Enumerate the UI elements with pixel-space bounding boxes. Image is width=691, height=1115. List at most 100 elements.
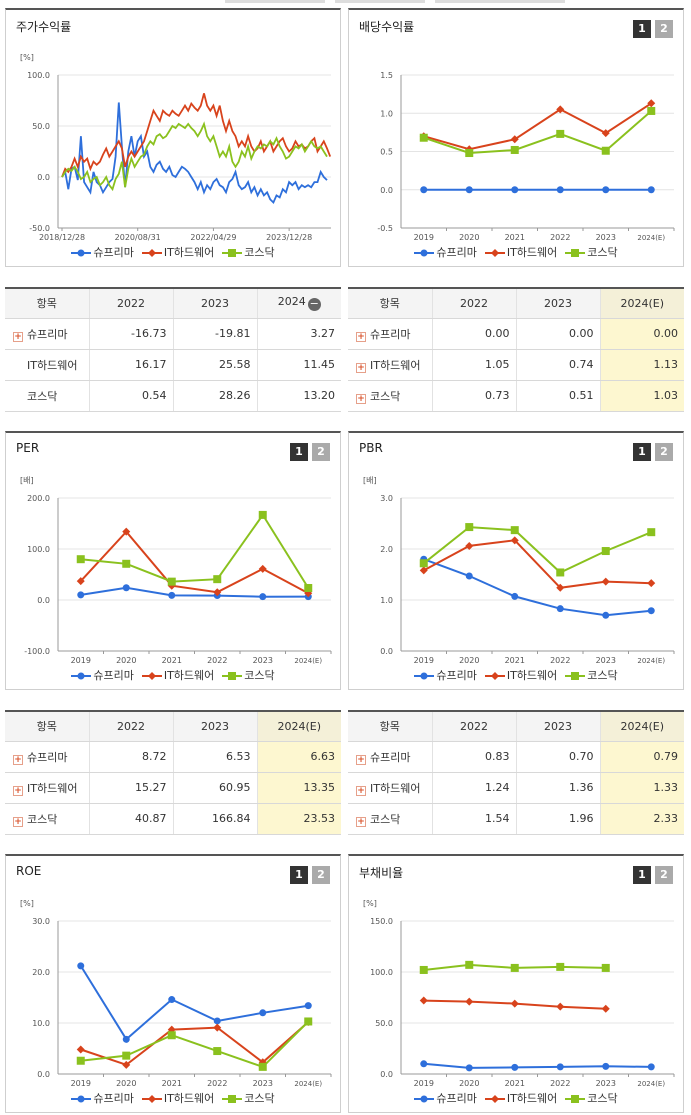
row-label[interactable]: + 코스닥 [348,380,432,412]
legend-item[interactable]: 코스닥 [222,246,275,259]
row-label[interactable]: + IT하드웨어 [348,772,432,804]
x-tick-label: 2024(E) [637,657,665,665]
x-tick-label: 2024(E) [294,657,322,665]
tab-2[interactable]: 2 [312,866,330,884]
data-point-supr [420,186,428,194]
row-label[interactable]: + 슈프리마 [348,741,432,773]
chart-legend: 슈프리마 IT하드웨어 코스닥 [6,667,340,683]
legend-marker [565,249,586,257]
x-tick-label: 2019 [414,656,434,665]
x-tick-label: 2020 [459,233,479,242]
table-row: + 슈프리마 8.72 6.53 6.63 [5,741,341,773]
chart-pbr: [배]3.0 2.0 1.0 0.0 2019 2020 2021 2022 2023 2024(… [363,476,675,665]
legend-item[interactable]: IT하드웨어 [141,1092,214,1105]
table-row: IT하드웨어 16.17 25.58 11.45 [5,349,341,381]
row-label[interactable]: + IT하드웨어 [5,772,89,804]
expand-icon[interactable]: + [13,816,23,827]
expand-icon[interactable]: + [13,754,23,765]
table-header: 2024(E) [256,711,341,742]
legend-item[interactable]: 슈프리마 [71,246,134,259]
tab-1[interactable]: 1 [633,20,651,38]
collapse-icon[interactable]: − [307,297,321,312]
table-cell: 1.33 [599,772,684,804]
y-tick-label: 1.5 [380,71,393,80]
table-row: + IT하드웨어 15.27 60.95 13.35 [5,772,341,804]
data-point-kosdaq [122,1051,131,1060]
row-label[interactable]: + 슈프리마 [5,318,89,350]
legend-item[interactable]: 슈프리마 [71,669,134,682]
expand-icon[interactable]: + [356,393,366,404]
legend-item[interactable]: 코스닥 [565,1092,618,1105]
legend-label: 코스닥 [587,1092,618,1105]
x-tick-label: 2021 [162,656,182,665]
legend-label: 슈프리마 [436,669,477,682]
table-cell: 0.70 [515,741,600,773]
tab-1[interactable]: 1 [290,866,308,884]
expand-icon[interactable]: + [356,754,366,765]
legend-item[interactable]: 슈프리마 [71,1092,134,1105]
panel-title: PBR [359,441,383,455]
top-tab-edge [225,0,325,3]
legend-item[interactable]: 코스닥 [222,1092,275,1105]
tab-1[interactable]: 1 [633,443,651,461]
table-header: 2024(E) [599,288,684,319]
expand-icon[interactable]: + [13,331,23,342]
data-point-kosdaq [167,1031,176,1040]
legend-item[interactable]: 슈프리마 [414,669,477,682]
data-point-supr [122,1035,130,1043]
table-pbr: 항목 2022 2023 2024(E) + 슈프리마 0.83 0.70 0.79 + IT하드웨… [348,710,684,835]
expand-icon[interactable]: + [356,331,366,342]
tab-1[interactable]: 1 [633,866,651,884]
expand-icon[interactable]: + [356,785,366,796]
legend-label: IT하드웨어 [163,246,215,259]
legend-item[interactable]: IT하드웨어 [484,246,557,259]
y-tick-label: 0.0 [37,173,50,182]
table-cell: 11.45 [256,349,341,381]
expand-icon[interactable]: + [356,362,366,373]
legend-item[interactable]: IT하드웨어 [484,1092,557,1105]
legend-item[interactable]: 코스닥 [565,669,618,682]
row-label[interactable]: + 슈프리마 [5,741,89,773]
data-point-kosdaq [510,526,519,535]
data-point-it [419,566,428,575]
tab-2[interactable]: 2 [655,20,673,38]
legend-marker [71,672,92,680]
x-tick-label: 2020/08/31 [115,233,161,242]
legend-item[interactable]: IT하드웨어 [141,669,214,682]
table-header: 2022 [431,711,516,742]
row-label[interactable]: + 코스닥 [348,803,432,835]
legend-item[interactable]: 코스닥 [565,246,618,259]
x-tick-label: 2019 [414,233,434,242]
tab-2[interactable]: 2 [655,443,673,461]
tab-2[interactable]: 2 [312,443,330,461]
data-point-kosdaq [122,559,131,568]
row-label[interactable]: + 코스닥 [5,803,89,835]
series-line-kosdaq [80,513,310,589]
panel-stock-return: 주가수익률 [%] 100.0 50.0 0.0 -50.0 2018/12/28 2020… [5,8,341,267]
data-point-it [213,1023,222,1032]
legend-item[interactable]: 코스닥 [222,669,275,682]
legend-item[interactable]: IT하드웨어 [141,246,215,259]
y-tick-label: 0.5 [380,148,393,157]
tab-1[interactable]: 1 [290,443,308,461]
series-line-supr [79,965,309,1041]
expand-icon[interactable]: + [13,785,23,796]
legend-symbol [77,672,85,680]
data-point-kosdaq [213,575,222,584]
table-cell: 28.26 [172,380,257,412]
legend-item[interactable]: IT하드웨어 [484,669,557,682]
row-label[interactable]: + 슈프리마 [348,318,432,350]
table-row: + IT하드웨어 1.24 1.36 1.33 [348,772,684,804]
tab-2[interactable]: 2 [655,866,673,884]
legend-item[interactable]: 슈프리마 [414,246,477,259]
data-point-kosdaq [258,510,267,519]
legend-item[interactable]: 슈프리마 [414,1092,477,1105]
expand-icon[interactable]: + [356,816,366,827]
legend-label: 슈프리마 [436,1092,477,1105]
table-row: + IT하드웨어 1.05 0.74 1.13 [348,349,684,381]
legend-marker [141,1095,162,1103]
row-label[interactable]: + IT하드웨어 [348,349,432,381]
data-point-supr [511,592,519,600]
x-tick-label: 2023 [596,1079,616,1088]
data-point-it [510,536,519,545]
